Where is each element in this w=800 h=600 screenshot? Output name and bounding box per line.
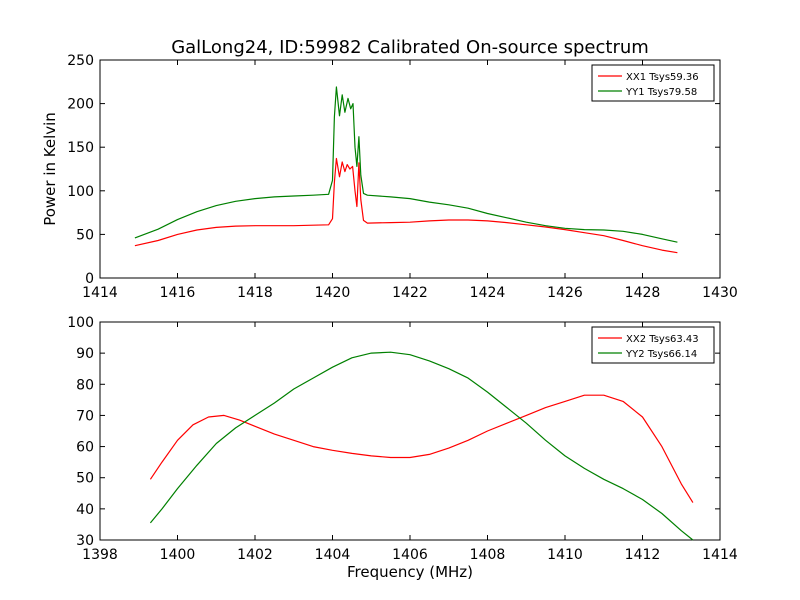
x-tick-label: 1406 — [392, 547, 428, 563]
x-tick-label: 1426 — [547, 285, 583, 301]
legend-label-2: YY2 Tsys66.14 — [625, 349, 697, 360]
x-tick-label: 1412 — [625, 547, 661, 563]
x-tick-label: 1424 — [470, 285, 506, 301]
series-line-2 — [134, 86, 678, 243]
bottom-plot-series — [149, 351, 694, 541]
legend-label-1: XX1 Tsys59.36 — [626, 72, 699, 83]
y-tick-label: 40 — [76, 502, 94, 518]
bottom-plot: 1398 1400 1402 1404 1406 1408 1410 1412 1414 30 40… — [67, 315, 738, 581]
top-plot: 1414 1416 1418 1420 1422 1424 1426 1428 1430 0 50 1… — [41, 53, 738, 301]
top-plot-legend: XX1 Tsys59.36 YY1 Tsys79.58 — [591, 64, 715, 102]
y-tick-label: 200 — [67, 97, 94, 113]
x-tick-label: 1414 — [702, 547, 738, 563]
series-line-1 — [134, 157, 678, 254]
y-tick-label: 30 — [76, 533, 94, 549]
series-line-1 — [149, 394, 694, 503]
y-tick-label: 100 — [67, 184, 94, 200]
legend-box — [591, 64, 715, 102]
x-tick-label: 1428 — [625, 285, 661, 301]
x-tick-label: 1408 — [470, 547, 506, 563]
top-plot-y-axis-label: Power in Kelvin — [41, 112, 59, 226]
y-tick-label: 60 — [76, 440, 94, 456]
y-tick-label: 50 — [76, 227, 94, 243]
x-tick-label: 1400 — [160, 547, 196, 563]
x-tick-label: 1430 — [702, 285, 738, 301]
y-tick-label: 250 — [67, 53, 94, 69]
y-tick-label: 80 — [76, 377, 94, 393]
x-tick-label: 1416 — [160, 285, 196, 301]
x-tick-label: 1404 — [315, 547, 351, 563]
top-plot-series — [134, 86, 678, 254]
y-tick-label: 150 — [67, 140, 94, 156]
x-tick-label: 1402 — [237, 547, 273, 563]
legend-box — [591, 326, 715, 364]
x-tick-label: 1418 — [237, 285, 273, 301]
x-tick-label: 1420 — [315, 285, 351, 301]
bottom-plot-ticks: 1398 1400 1402 1404 1406 1408 1410 1412 1414 30 40… — [67, 315, 738, 563]
y-tick-label: 50 — [76, 471, 94, 487]
top-plot-ticks: 1414 1416 1418 1420 1422 1424 1426 1428 1430 0 50 1… — [67, 53, 738, 301]
y-tick-label: 0 — [85, 271, 94, 287]
bottom-plot-x-axis-label: Frequency (MHz) — [347, 563, 473, 581]
x-tick-label: 1422 — [392, 285, 428, 301]
x-tick-label: 1410 — [547, 547, 583, 563]
y-tick-label: 70 — [76, 408, 94, 424]
bottom-plot-legend: XX2 Tsys63.43 YY2 Tsys66.14 — [591, 326, 715, 364]
legend-label-2: YY1 Tsys79.58 — [625, 87, 697, 98]
x-tick-label: 1414 — [82, 285, 118, 301]
chart-title: GalLong24, ID:59982 Calibrated On-source… — [171, 37, 649, 58]
y-tick-label: 90 — [76, 346, 94, 362]
y-tick-label: 100 — [67, 315, 94, 331]
series-line-2 — [149, 351, 694, 541]
legend-label-1: XX2 Tsys63.43 — [626, 334, 699, 345]
x-tick-label: 1398 — [82, 547, 118, 563]
